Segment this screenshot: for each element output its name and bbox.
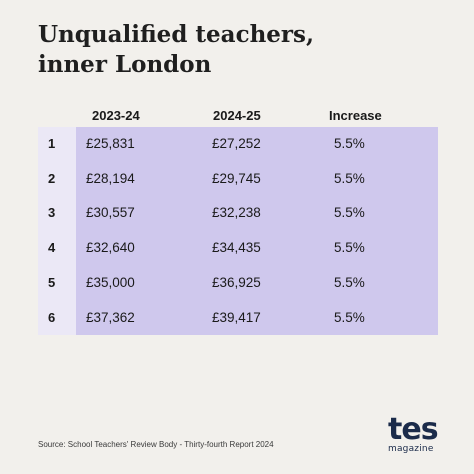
cell-2024-25: £32,238 [212, 205, 261, 221]
row-number: 2 [48, 170, 56, 186]
tes-magazine-logo: tes magazine [388, 412, 439, 463]
cell-2024-25: £34,435 [212, 240, 261, 256]
cell-increase: 5.5% [334, 136, 365, 151]
cell-2024-25: £39,417 [212, 309, 261, 325]
header-increase: Increase [329, 108, 382, 123]
table-row: 6 £37,362 £39,417 5.5% [38, 301, 438, 335]
row-number: 3 [48, 205, 56, 221]
page-title: Unqualified teachers, inner London [38, 20, 438, 80]
salary-table: 1 £25,831 £27,252 5.5% 2 £28,194 £29,745… [38, 127, 438, 335]
table-row: 4 £32,640 £34,435 5.5% [38, 231, 438, 265]
logo-wordmark: tes [388, 412, 439, 447]
cell-increase: 5.5% [334, 170, 365, 186]
table-row: 1 £25,831 £27,252 5.5% [38, 127, 438, 161]
cell-2023-24: £25,831 [86, 136, 135, 151]
cell-2023-24: £37,362 [86, 309, 135, 325]
cell-increase: 5.5% [334, 205, 365, 221]
row-number: 4 [48, 240, 56, 256]
header-2023-24: 2023-24 [92, 108, 140, 123]
title-line-1: Unqualified teachers, [38, 21, 314, 48]
cell-2023-24: £28,194 [86, 170, 135, 186]
row-number: 1 [48, 136, 56, 151]
row-number: 5 [48, 274, 56, 290]
logo-subtitle: magazine [388, 444, 434, 454]
cell-2023-24: £30,557 [86, 205, 135, 221]
table-row: 2 £28,194 £29,745 5.5% [38, 162, 438, 196]
cell-2023-24: £32,640 [86, 240, 135, 256]
row-number-column [38, 127, 76, 335]
table-row: 5 £35,000 £36,925 5.5% [38, 266, 438, 300]
cell-2023-24: £35,000 [86, 274, 135, 290]
cell-2024-25: £29,745 [212, 170, 261, 186]
table-body-area [76, 127, 438, 335]
cell-increase: 5.5% [334, 274, 365, 290]
source-note: Source: School Teachers' Review Body - T… [38, 440, 274, 449]
row-number: 6 [48, 309, 56, 325]
cell-2024-25: £36,925 [212, 274, 261, 290]
table-row: 3 £30,557 £32,238 5.5% [38, 196, 438, 230]
title-line-2: inner London [38, 51, 212, 78]
cell-2024-25: £27,252 [212, 136, 261, 151]
cell-increase: 5.5% [334, 309, 365, 325]
table-header: 2023-24 2024-25 Increase [0, 108, 474, 126]
cell-increase: 5.5% [334, 240, 365, 256]
header-2024-25: 2024-25 [213, 108, 261, 123]
